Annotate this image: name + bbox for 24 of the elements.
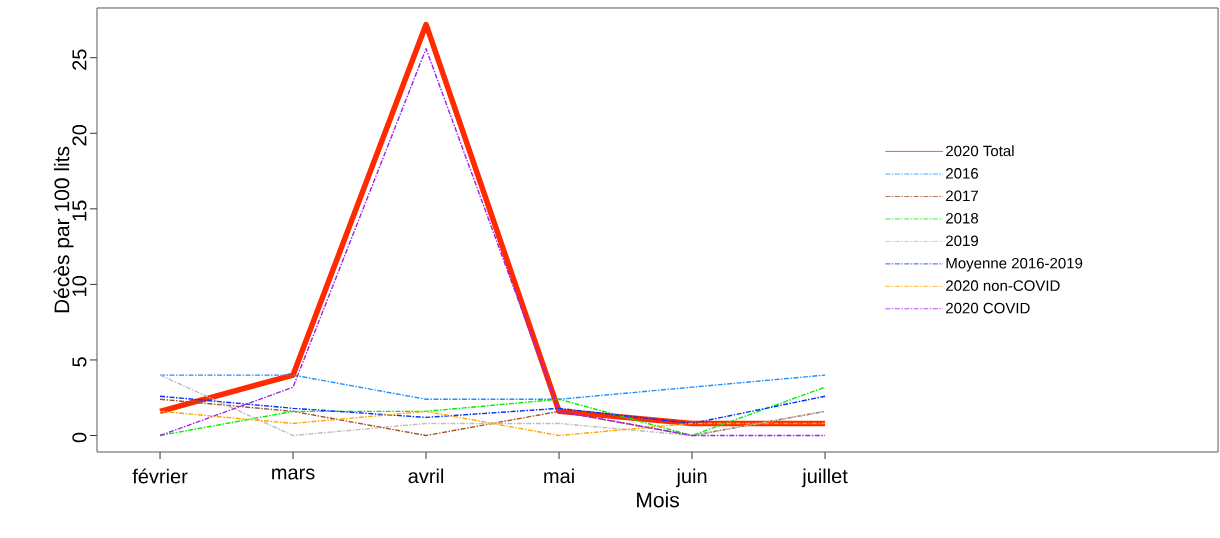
- legend-label: 2018: [946, 212, 979, 224]
- legend-label: 2020 Total: [946, 145, 1014, 157]
- x-tick-label: juillet: [801, 468, 848, 488]
- legend-label: 2017: [946, 190, 978, 202]
- legend-label: 2019: [946, 235, 978, 247]
- y-tick-label: 0: [72, 432, 87, 443]
- legend-label: 2020 non-COVID: [946, 280, 1060, 291]
- x-tick-label: avril: [408, 468, 444, 484]
- y-tick-label: 20: [72, 124, 87, 146]
- line-series: [159, 386, 826, 437]
- x-tick-label: mai: [544, 468, 574, 484]
- legend-label: Moyenne 2016-2019: [946, 257, 1083, 272]
- y-tick-label: 5: [72, 357, 87, 367]
- y-tick-label: 25: [72, 49, 87, 70]
- line-series: [159, 395, 826, 425]
- line-series: [159, 374, 826, 437]
- legend-label: 2016: [946, 168, 979, 179]
- y-tick-label: 10: [72, 276, 87, 296]
- legend-label: 2020 COVID: [946, 302, 1030, 314]
- x-tick-label: février: [132, 468, 188, 484]
- y-tick-label: 15: [72, 200, 87, 221]
- x-tick-label: juin: [676, 468, 707, 488]
- x-tick-label: mars: [272, 468, 315, 480]
- x-axis-title: Mois: [637, 492, 679, 508]
